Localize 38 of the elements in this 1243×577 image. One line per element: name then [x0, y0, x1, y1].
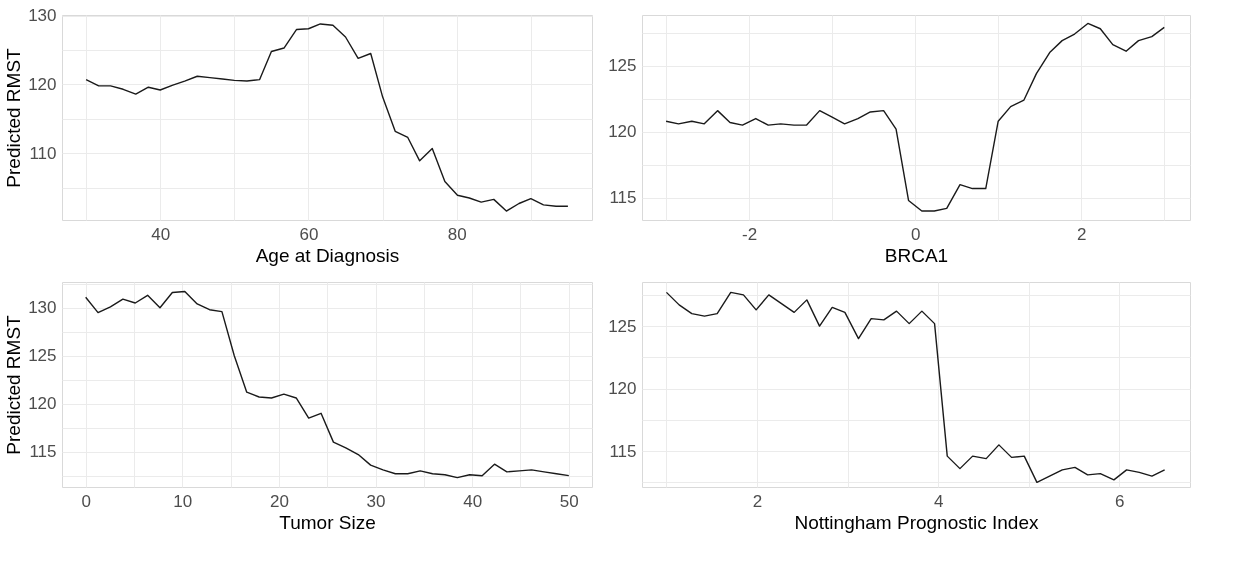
x-tick-label: 2	[1077, 224, 1087, 244]
y-tick-label: 125	[608, 316, 637, 336]
y-tick-label: 120	[28, 394, 57, 414]
x-tick-label: 20	[269, 491, 289, 511]
y-axis-title: Predicted RMST	[3, 47, 25, 188]
line-series	[665, 22, 1165, 212]
x-tick-label: 50	[559, 491, 579, 511]
x-axis-title: Age at Diagnosis	[255, 244, 400, 266]
x-tick-label: -2	[742, 224, 758, 244]
x-tick-label: 2	[752, 491, 763, 511]
line-series	[665, 291, 1166, 484]
x-tick-label: 30	[366, 491, 386, 511]
x-tick-label: 80	[447, 224, 467, 244]
y-tick-label: 125	[608, 56, 637, 76]
line-series	[85, 23, 569, 212]
y-tick-label: 120	[608, 122, 637, 142]
x-tick-label: 40	[463, 491, 483, 511]
line-series	[84, 290, 570, 479]
x-axis-title: Tumor Size	[279, 511, 376, 533]
x-tick-label: 6	[1115, 491, 1125, 511]
x-axis-title: BRCA1	[884, 244, 949, 266]
y-tick-label: 130	[28, 6, 57, 26]
y-tick-label: 120	[608, 379, 637, 399]
y-tick-label: 115	[29, 442, 57, 462]
x-tick-label: 40	[151, 224, 171, 244]
y-tick-label: 120	[28, 74, 57, 94]
x-tick-label: 4	[933, 491, 944, 511]
y-tick-label: 110	[29, 143, 57, 163]
x-tick-label: 0	[81, 491, 91, 511]
x-tick-label: 60	[299, 224, 319, 244]
x-axis-title: Nottingham Prognostic Index	[794, 511, 1039, 533]
y-axis-title: Predicted RMST	[3, 314, 25, 455]
y-tick-label: 130	[28, 298, 57, 318]
y-tick-label: 115	[609, 188, 637, 208]
x-tick-label: 0	[910, 224, 921, 244]
x-tick-label: 10	[173, 491, 193, 511]
y-tick-label: 115	[609, 441, 637, 461]
y-tick-label: 125	[28, 346, 57, 366]
